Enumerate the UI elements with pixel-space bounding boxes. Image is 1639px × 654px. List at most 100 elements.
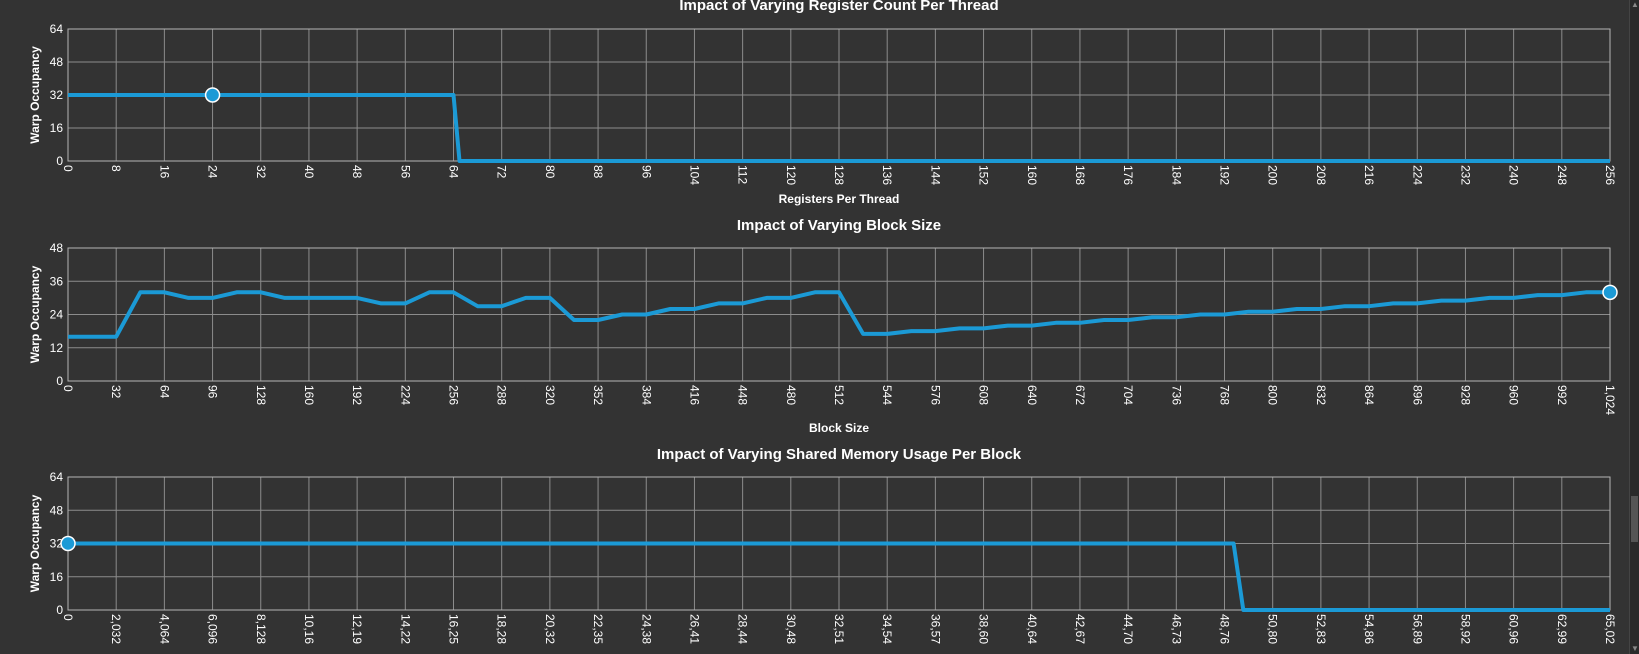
x-tick-label: 216 — [1362, 165, 1376, 185]
y-tick-label: 32 — [50, 537, 64, 551]
x-tick-label: 96 — [639, 165, 653, 179]
x-tick-label: 208 — [1314, 165, 1328, 185]
x-tick-label: 14,22 — [398, 614, 412, 644]
x-tick-label: 104 — [687, 165, 701, 185]
x-tick-label: 46,73 — [1169, 614, 1183, 644]
x-tick-label: 192 — [350, 385, 364, 405]
y-tick-label: 48 — [50, 503, 64, 517]
x-tick-label: 136 — [880, 165, 894, 185]
x-tick-label: 256 — [447, 385, 461, 405]
x-tick-label: 8,128 — [254, 614, 268, 644]
x-tick-label: 480 — [784, 385, 798, 405]
x-tick-label: 672 — [1073, 385, 1087, 405]
x-tick-label: 88 — [591, 165, 605, 179]
series-line — [68, 290, 1610, 339]
x-tick-label: 64 — [447, 165, 461, 179]
x-tick-label: 248 — [1555, 165, 1569, 185]
chart-title: Impact of Varying Register Count Per Thr… — [679, 0, 998, 14]
x-tick-label: 40 — [302, 165, 316, 179]
x-tick-label: 416 — [687, 385, 701, 405]
series-line — [68, 93, 1610, 163]
x-tick-label: 512 — [832, 385, 846, 405]
x-tick-label: 30,48 — [784, 614, 798, 644]
x-tick-label: 240 — [1507, 165, 1521, 185]
x-tick-label: 168 — [1073, 165, 1087, 185]
x-tick-label: 36,57 — [928, 614, 942, 644]
x-tick-label: 18,28 — [495, 614, 509, 644]
x-tick-label: 864 — [1362, 385, 1376, 405]
x-tick-label: 736 — [1169, 385, 1183, 405]
x-tick-label: 50,80 — [1266, 614, 1280, 644]
x-tick-label: 26,41 — [687, 614, 701, 644]
y-tick-label: 64 — [50, 22, 64, 36]
x-tick-label: 704 — [1121, 385, 1135, 405]
y-tick-label: 0 — [56, 603, 63, 617]
x-tick-label: 144 — [928, 165, 942, 185]
x-tick-label: 928 — [1458, 385, 1472, 405]
x-tick-label: 20,32 — [543, 614, 557, 644]
x-tick-label: 64 — [157, 385, 171, 399]
y-tick-label: 0 — [56, 374, 63, 388]
x-tick-label: 576 — [928, 385, 942, 405]
x-tick-label: 32 — [254, 165, 268, 179]
chart-title: Impact of Varying Block Size — [737, 217, 941, 234]
scroll-thumb[interactable] — [1631, 496, 1638, 542]
x-tick-label: 28,44 — [736, 614, 750, 644]
current-value-marker[interactable] — [204, 87, 221, 103]
x-tick-label: 160 — [1025, 165, 1039, 185]
x-tick-label: 4,064 — [157, 614, 171, 644]
x-tick-label: 96 — [206, 385, 220, 399]
x-tick-label: 72 — [495, 165, 509, 179]
y-axis-label: Warp Occupancy — [28, 494, 42, 592]
y-tick-label: 12 — [50, 341, 64, 355]
x-tick-label: 65,02 — [1603, 614, 1617, 644]
current-value-marker[interactable] — [1602, 284, 1618, 301]
x-tick-label: 448 — [736, 385, 750, 405]
x-axis-label: Registers Per Thread — [779, 192, 900, 206]
x-tick-label: 42,67 — [1073, 614, 1087, 644]
x-tick-label: 352 — [591, 385, 605, 405]
chart-2: Impact of Varying Block Size Warp Occupan… — [28, 217, 1618, 435]
x-tick-label: 0 — [61, 614, 75, 621]
x-tick-label: 56,89 — [1410, 614, 1424, 644]
x-tick-label: 32 — [109, 385, 123, 399]
x-tick-label: 176 — [1121, 165, 1135, 185]
y-tick-label: 32 — [50, 88, 64, 102]
series-line — [68, 541, 1610, 612]
x-tick-label: 320 — [543, 385, 557, 405]
y-tick-label: 64 — [50, 470, 64, 484]
x-tick-label: 200 — [1266, 165, 1280, 185]
chart-1: Impact of Varying Register Count Per Thr… — [28, 0, 1617, 206]
y-axis-label: Warp Occupancy — [28, 46, 42, 144]
x-tick-label: 544 — [880, 385, 894, 405]
scroll-down-icon[interactable]: ▼ — [1631, 644, 1639, 653]
x-tick-label: 48,76 — [1218, 614, 1232, 644]
scroll-up-icon[interactable]: ▲ — [1631, 0, 1639, 9]
x-tick-label: 62,99 — [1555, 614, 1569, 644]
vertical-scrollbar[interactable]: ▲ ▼ — [1629, 0, 1639, 654]
x-tick-label: 32,51 — [832, 614, 846, 644]
x-tick-label: 0 — [61, 385, 75, 392]
x-tick-label: 44,70 — [1121, 614, 1135, 644]
y-tick-label: 24 — [50, 308, 64, 322]
x-tick-label: 16 — [157, 165, 171, 179]
x-tick-label: 2,032 — [109, 614, 123, 644]
x-tick-label: 992 — [1555, 385, 1569, 405]
chart-3: Impact of Varying Shared Memory Usage Pe… — [28, 446, 1617, 644]
x-tick-label: 16,25 — [447, 614, 461, 644]
x-tick-label: 8 — [109, 165, 123, 172]
x-tick-label: 832 — [1314, 385, 1328, 405]
x-tick-label: 768 — [1218, 385, 1232, 405]
y-tick-label: 16 — [50, 121, 64, 135]
x-tick-label: 152 — [977, 165, 991, 185]
x-tick-label: 224 — [1410, 165, 1424, 185]
plot-frame — [67, 247, 1611, 382]
x-tick-label: 120 — [784, 165, 798, 185]
current-value-marker[interactable] — [60, 535, 76, 552]
x-tick-label: 34,54 — [880, 614, 894, 644]
x-tick-label: 1,024 — [1603, 385, 1617, 415]
y-tick-label: 48 — [50, 241, 64, 255]
x-tick-label: 12,19 — [350, 614, 364, 644]
x-tick-label: 0 — [61, 165, 75, 172]
